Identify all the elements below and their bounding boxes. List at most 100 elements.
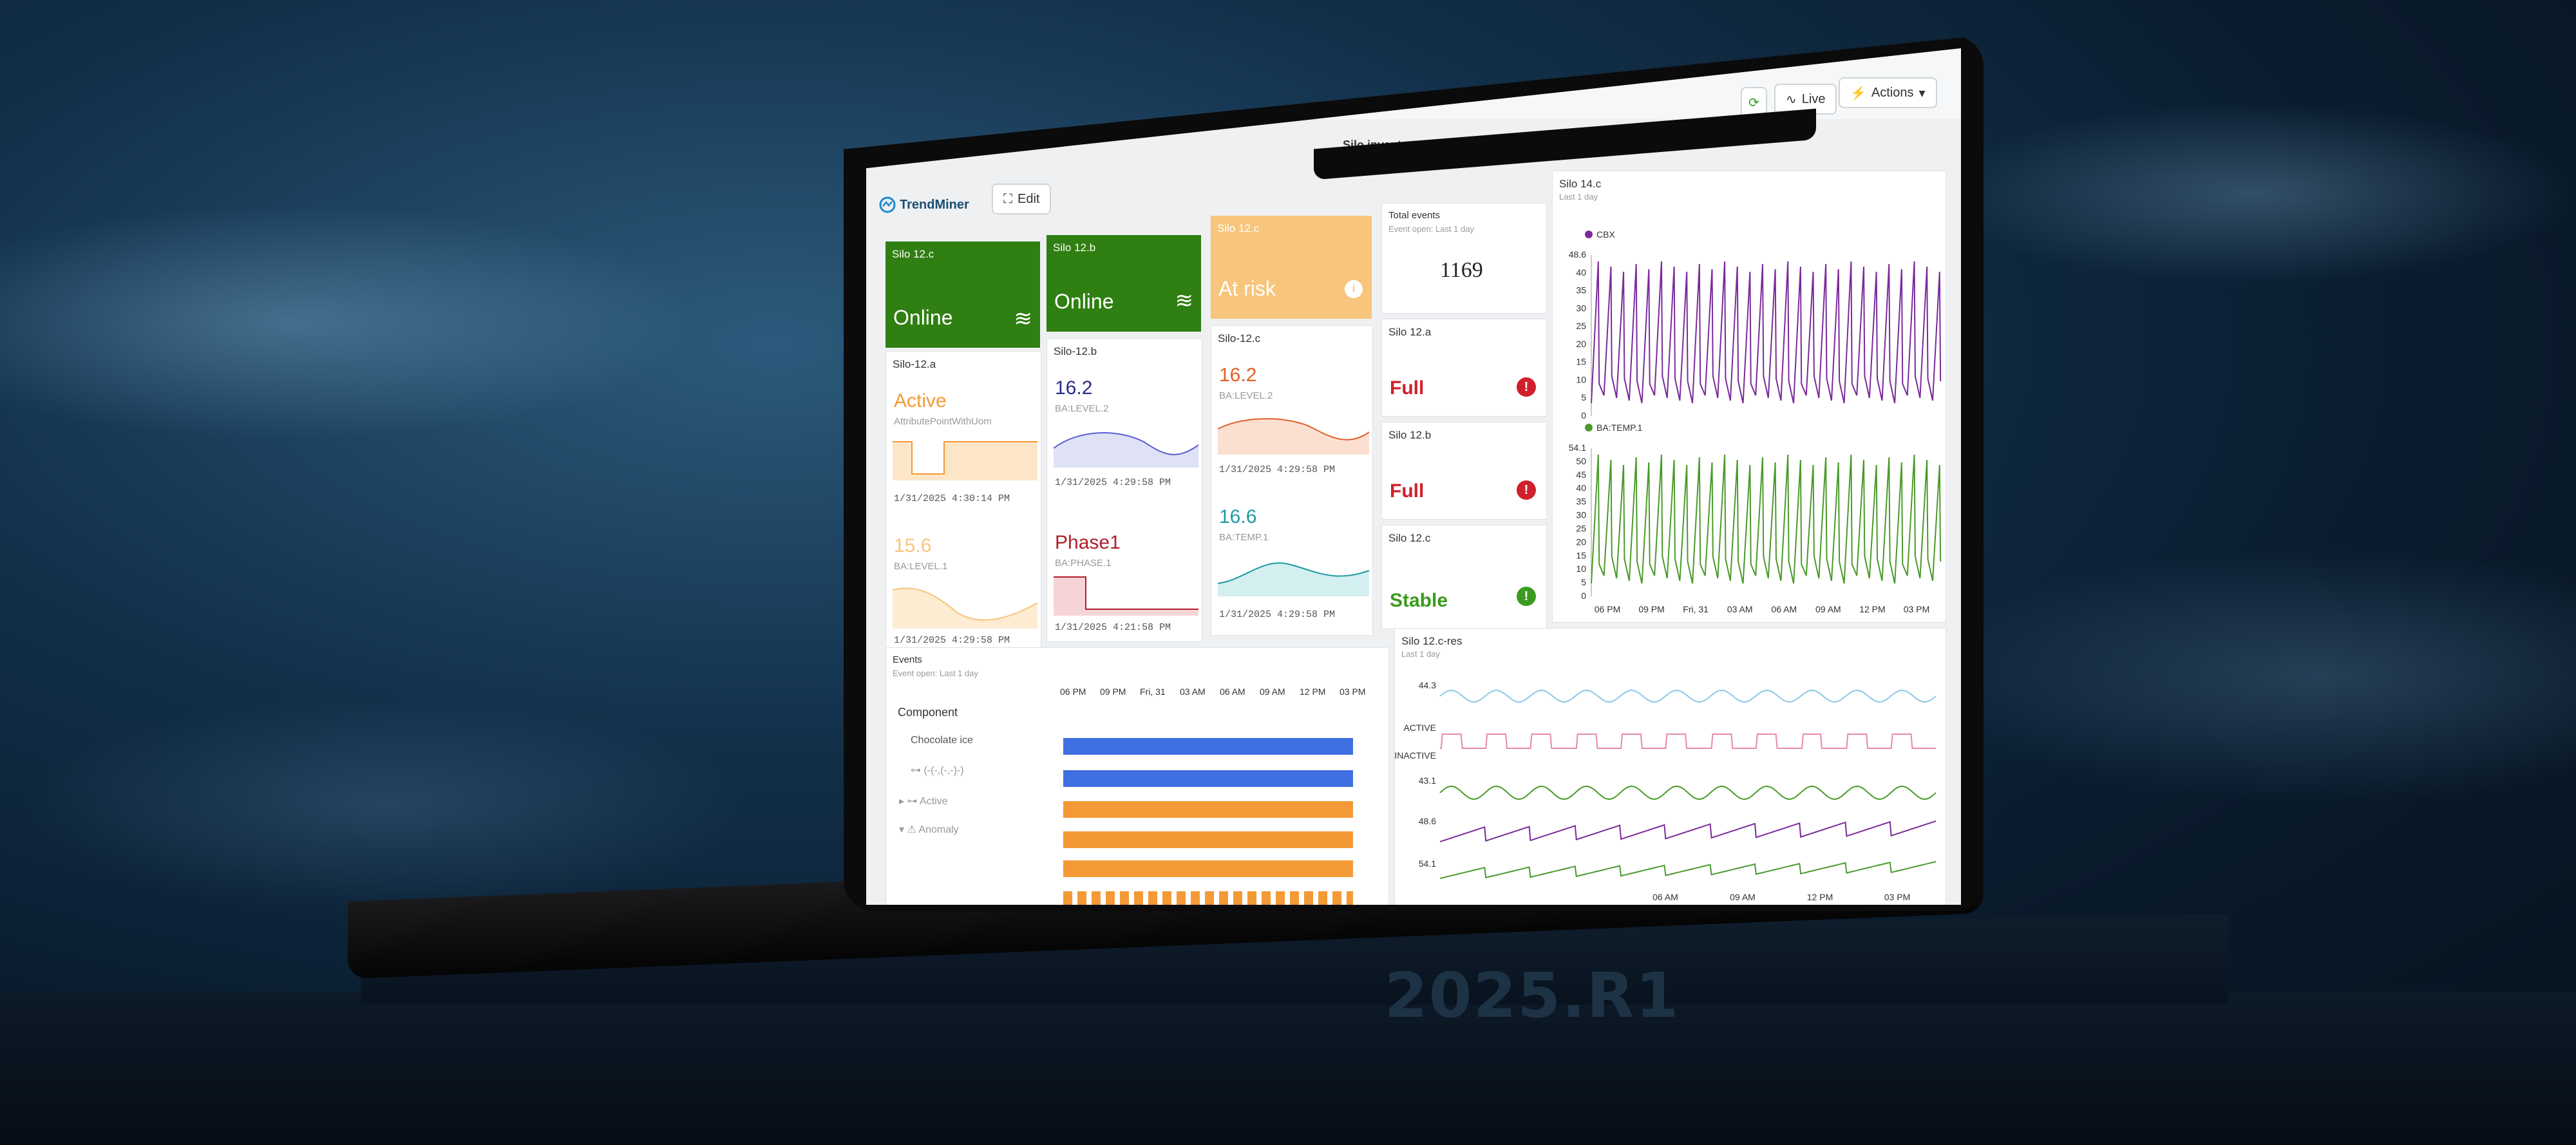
y-tick-label: 5	[1581, 392, 1586, 402]
waves-icon: ≋	[1014, 307, 1033, 331]
tile-state: At risk	[1218, 277, 1276, 300]
value-tile-silo12b[interactable]: Silo-12.b 16.2 BA:LEVEL.2 1/31/2025 4:29…	[1046, 338, 1202, 642]
event-bar-orange-2[interactable]	[1063, 831, 1353, 848]
y-tick-label: 35	[1576, 497, 1586, 507]
live-signal-icon: ∿	[1786, 92, 1797, 107]
y-tick-label: 40	[1576, 483, 1586, 493]
x-tick-label: 09 AM	[1815, 604, 1841, 614]
grid-edit-icon: ⛶	[1003, 191, 1012, 206]
laptop-screen: TrendMiner ⛶ Edit Silo inventory ⟳ ∿ Liv…	[866, 48, 1961, 905]
alert-icon: !	[1517, 377, 1536, 397]
y-tick-label: 35	[1576, 285, 1586, 296]
alert-tile-silo12b[interactable]: Silo 12.b Full !	[1381, 422, 1547, 520]
time-tick-label: 03 AM	[1180, 686, 1206, 697]
tile-state: Online	[1054, 290, 1114, 313]
expand-icon[interactable]: ▸ ⊶	[899, 796, 920, 807]
sparkline-level	[893, 587, 1037, 629]
y-tick-label: 0	[1581, 410, 1586, 421]
x-tick-label: 09 AM	[1730, 892, 1756, 902]
tag-1: BA:LEVEL.2	[1055, 403, 1109, 414]
x-tick-label: 03 AM	[1727, 604, 1753, 614]
row-label: Chocolate ice	[911, 735, 973, 746]
status-tile-silo12b[interactable]: Silo 12.b Online ≋	[1046, 235, 1201, 332]
timestamp-2: 1/31/2025 4:29:58 PM	[894, 635, 1010, 646]
edit-button[interactable]: ⛶ Edit	[992, 184, 1052, 214]
row-label: Anomaly	[918, 824, 959, 835]
y-tick-label: 10	[1576, 563, 1586, 574]
x-tick-label: 12 PM	[1807, 892, 1833, 902]
x-tick-label: Fri, 31	[1683, 604, 1709, 614]
x-tick-label: 06 AM	[1653, 892, 1678, 902]
chevron-down-icon: ▾	[1918, 86, 1926, 100]
time-tick-label: Fri, 31	[1140, 686, 1166, 697]
x-tick-label: 06 PM	[1595, 604, 1620, 614]
y-tick-label: 15	[1576, 550, 1586, 560]
chart-subtitle: Last 1 day	[1559, 192, 1598, 202]
x-tick-label: 06 AM	[1771, 604, 1797, 614]
event-row-anomaly[interactable]: ▾ ⚠ Anomaly	[886, 823, 1066, 836]
row-label: 54.1	[1419, 858, 1436, 869]
event-row-chocolate-ice[interactable]: Chocolate ice	[886, 735, 1078, 746]
sparkline-level2	[1054, 432, 1198, 468]
tile-title: Silo 12.b	[1388, 429, 1432, 441]
timestamp-2: 1/31/2025 4:29:58 PM	[1219, 609, 1336, 620]
tile-title: Silo 12.a	[1388, 326, 1432, 338]
res-series-4	[1439, 861, 1937, 879]
res-series-2	[1439, 785, 1937, 800]
tag-1: AttributePointWithUom	[894, 416, 992, 427]
tile-state: Online	[893, 306, 953, 329]
tile-state: Stable	[1390, 590, 1448, 611]
value-tile-silo12c[interactable]: Silo-12.c 16.2 BA:LEVEL.2 1/31/2025 4:29…	[1211, 325, 1373, 636]
time-tick-label: 09 AM	[1260, 686, 1285, 697]
events-panel[interactable]: Events Event open: Last 1 day Component …	[886, 647, 1389, 905]
total-events-tile[interactable]: Total events Event open: Last 1 day 1169	[1381, 203, 1547, 314]
alert-tile-silo12c[interactable]: Silo 12.c Stable !	[1381, 525, 1547, 629]
tag-2: BA:TEMP.1	[1219, 532, 1269, 543]
y-tick-label: 15	[1576, 357, 1586, 367]
legend-label: CBX	[1596, 229, 1615, 240]
value-2: Phase1	[1055, 532, 1121, 553]
tile-title: Total events	[1388, 210, 1441, 221]
status-tile-silo12c[interactable]: Silo 12.c Online ≋	[886, 241, 1040, 348]
y-tick-label: 20	[1576, 339, 1586, 349]
event-bar-orange-1[interactable]	[1063, 801, 1353, 818]
event-row-pattern[interactable]: ⊶ (-(-,(-,-)-)	[886, 764, 1078, 777]
y-tick-label: 54.1	[1569, 442, 1586, 453]
y-tick-label: 48.6	[1569, 249, 1586, 260]
event-bar-blue-1[interactable]	[1063, 738, 1353, 755]
tile-state: Full	[1390, 377, 1425, 399]
row-label: (-(-,(-,-)-)	[923, 765, 964, 776]
total-events-value: 1169	[1440, 258, 1483, 282]
time-tick-label: 12 PM	[1300, 686, 1326, 697]
events-title: Events	[893, 654, 922, 665]
events-time-axis: 06 PM 09 PM Fri, 31 03 AM 06 AM 09 AM 12 PM 03 …	[1060, 686, 1369, 702]
row-label: 48.6	[1419, 816, 1436, 826]
timestamp-1: 1/31/2025 4:29:58 PM	[1055, 477, 1171, 488]
legend-cbx: CBX	[1585, 229, 1615, 240]
tile-title: Silo-12.a	[893, 358, 936, 370]
x-tick-label: 12 PM	[1859, 604, 1885, 614]
link-icon: ⊶	[911, 765, 924, 776]
collapse-icon[interactable]: ▾ ⚠	[899, 824, 919, 835]
value-tile-silo12a[interactable]: Silo-12.a Active AttributePointWithUom 1…	[886, 351, 1041, 655]
value-1: 16.2	[1055, 377, 1093, 399]
legend-dot	[1585, 231, 1593, 238]
tile-title: Silo-12.c	[1218, 332, 1261, 345]
timestamp-1: 1/31/2025 4:29:58 PM	[1219, 464, 1336, 475]
event-row-active[interactable]: ▸ ⊶ Active	[886, 795, 1066, 808]
status-tile-silo12c-risk[interactable]: Silo 12.c At risk i	[1211, 216, 1372, 319]
actions-button[interactable]: ⚡ Actions ▾	[1839, 77, 1937, 108]
pedestal	[0, 992, 2576, 1145]
alert-tile-silo12a[interactable]: Silo 12.a Full !	[1381, 319, 1547, 417]
chart-tile-silo12c-res[interactable]: Silo 12.c-res Last 1 day 44.3 ACTIVE 43.1 4…	[1394, 628, 1946, 905]
value-2: 15.6	[894, 535, 932, 556]
x-tick-label: 09 PM	[1638, 604, 1664, 614]
event-bar-orange-3[interactable]	[1063, 860, 1353, 877]
actions-label: Actions	[1871, 85, 1914, 100]
sparkline-active	[893, 441, 1037, 480]
sparkline-temp	[1218, 562, 1369, 596]
chart-tile-silo14c[interactable]: Silo 14.c Last 1 day CBX BA:TEMP.1 48.6 4…	[1552, 171, 1946, 623]
event-bar-blue-2[interactable]	[1063, 770, 1353, 787]
tile-title: Silo 12.c	[892, 248, 934, 260]
event-bar-orange-dashed[interactable]	[1063, 891, 1353, 905]
